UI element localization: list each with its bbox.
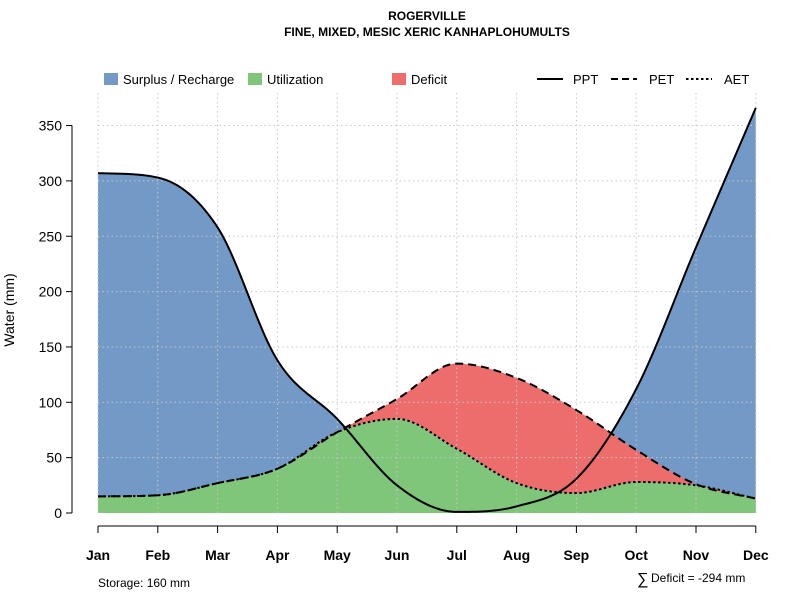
x-tick-label: Feb: [145, 547, 170, 563]
legend: Surplus / Recharge Utilization Deficit PPT P…: [104, 72, 749, 87]
x-tick-label: May: [324, 547, 351, 563]
surplus-area: [98, 107, 756, 513]
x-tick-label: Jul: [447, 547, 467, 563]
legend-label: AET: [724, 72, 749, 87]
aet-line: [97, 417, 757, 500]
deficit-annotation: Deficit = -294 mm: [651, 571, 745, 585]
x-tick-label: Dec: [743, 547, 769, 563]
plot-area: 0 50 100 150 200 250 300 350 Jan Feb Mar Apr May Jun J…: [39, 92, 769, 563]
y-tick-label: 200: [39, 284, 63, 300]
storage-annotation: Storage: 160 mm: [98, 576, 190, 590]
y-tick-label: 150: [39, 339, 63, 355]
legend-swatch: [392, 73, 406, 85]
ppt-line: [97, 107, 757, 513]
legend-swatch: [104, 73, 118, 85]
y-tick-label: 50: [46, 450, 62, 466]
x-tick-label: Sep: [564, 547, 590, 563]
legend-label: PET: [649, 72, 674, 87]
chart-title: ROGERVILLE: [388, 9, 466, 23]
y-tick-label: 300: [39, 173, 63, 189]
utilization-area: [98, 418, 756, 513]
x-tick-label: Mar: [205, 547, 230, 563]
y-tick-label: 100: [39, 394, 63, 410]
x-tick-label: Jan: [86, 547, 110, 563]
legend-label: Deficit: [411, 72, 448, 87]
chart-subtitle: FINE, MIXED, MESIC XERIC KANHAPLOHUMULTS: [284, 25, 570, 39]
y-axis-label: Water (mm): [1, 273, 17, 346]
x-tick-label: Oct: [625, 547, 649, 563]
legend-label: Surplus / Recharge: [123, 72, 234, 87]
y-tick-label: 0: [54, 505, 62, 521]
sigma-icon: ∑: [637, 571, 648, 588]
y-tick-label: 250: [39, 228, 63, 244]
y-tick-label: 350: [39, 118, 63, 134]
x-tick-label: Aug: [503, 547, 530, 563]
legend-label: Utilization: [267, 72, 323, 87]
legend-label: PPT: [573, 72, 598, 87]
x-tick-label: Apr: [265, 547, 290, 563]
x-tick-label: Jun: [385, 547, 410, 563]
legend-swatch: [248, 73, 262, 85]
x-tick-label: Nov: [683, 547, 710, 563]
deficit-area: [98, 363, 756, 499]
